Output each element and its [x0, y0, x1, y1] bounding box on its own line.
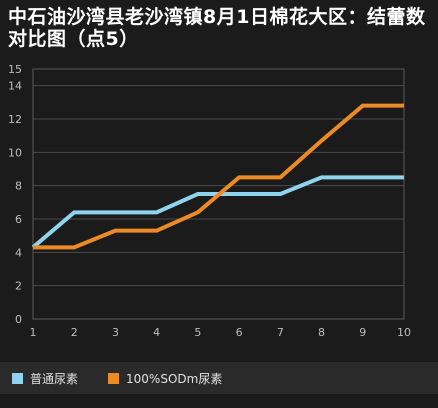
y-tick-label: 0	[15, 313, 22, 326]
chart-legend: 普通尿素 100%SODm尿素	[0, 362, 438, 394]
legend-item: 普通尿素	[12, 370, 78, 387]
x-tick-label: 1	[30, 326, 37, 339]
x-tick-label: 6	[236, 326, 243, 339]
x-tick-label: 2	[71, 326, 78, 339]
x-tick-label: 10	[397, 326, 411, 339]
y-tick-label: 10	[8, 146, 22, 159]
legend-swatch	[108, 372, 120, 384]
y-tick-label: 2	[15, 280, 22, 293]
y-tick-label: 6	[15, 213, 22, 226]
x-tick-label: 3	[112, 326, 119, 339]
x-tick-label: 5	[194, 326, 201, 339]
x-tick-label: 8	[318, 326, 325, 339]
y-tick-label: 14	[8, 80, 22, 93]
x-tick-label: 4	[153, 326, 160, 339]
legend-label: 普通尿素	[30, 371, 79, 386]
legend-label: 100%SODm尿素	[126, 371, 223, 386]
plot-border	[32, 68, 405, 320]
chart-title: 中石油沙湾县老沙湾镇8月1日棉花大区：结蕾数对比图（点5）	[8, 6, 426, 50]
y-tick-label: 8	[15, 180, 22, 193]
y-tick-label: 15	[8, 63, 22, 76]
x-tick-label: 7	[277, 326, 284, 339]
y-tick-label: 12	[8, 113, 22, 126]
x-tick-label: 9	[359, 326, 366, 339]
series-line-2	[33, 103, 404, 250]
legend-swatch	[12, 372, 23, 384]
y-tick-label: 4	[15, 246, 22, 259]
legend-item: 100%SODm尿素	[108, 370, 222, 387]
